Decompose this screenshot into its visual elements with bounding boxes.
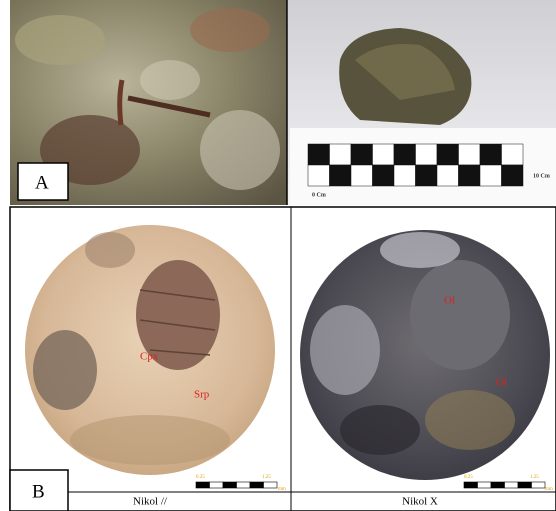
scale-bar-cell: [490, 481, 505, 489]
photo-outcrop-part: [200, 110, 280, 190]
scale-checker-cell: [479, 164, 502, 187]
scale-checker-cell: [458, 164, 481, 187]
scale-bar-cell: [531, 481, 546, 489]
mineral-label: Ol: [444, 295, 455, 307]
scale-label: 0.25: [464, 475, 473, 480]
scale-bar: [195, 481, 278, 489]
scale-checker-cell: [436, 164, 459, 187]
scale-checker-cell: [436, 143, 459, 166]
photo-outcrop-part: [15, 15, 105, 65]
scale-unit: mm: [545, 487, 553, 492]
scale-checker-cell: [307, 164, 330, 187]
mineral-label: Ol: [496, 377, 507, 389]
scale-checker-cell: [393, 143, 416, 166]
scale-bar: [463, 481, 546, 489]
mineral-label: Srp: [194, 389, 210, 401]
scale-checker-cell: [372, 143, 395, 166]
scale-checker-cell: [458, 143, 481, 166]
thin-section-ppl-part: [70, 415, 230, 465]
panel-label: B: [32, 481, 45, 502]
label-box: [17, 162, 69, 201]
scale-checker-cell: [479, 143, 502, 166]
thin-section-xpl-part: [425, 390, 515, 450]
scale-bar-cell: [263, 481, 278, 489]
caption: Nikol X: [402, 496, 438, 508]
photo-sample: 0 Cm 10 Cm: [288, 0, 556, 205]
photo-outcrop-part: [190, 8, 270, 52]
scale-checker-cell: [501, 143, 524, 166]
scale-checker-cell: [415, 164, 438, 187]
thin-section-xpl-part: [340, 405, 420, 455]
scale-end: 10 Cm: [533, 173, 550, 179]
scale-checker-cell: [415, 143, 438, 166]
scale-label: 1.25: [530, 475, 539, 480]
panel-label: A: [35, 172, 49, 193]
scale-bar-cell: [195, 481, 210, 489]
scale-bar-cell: [517, 481, 532, 489]
mineral-label: Cpx: [140, 351, 159, 363]
scale-checker-cell: [307, 143, 330, 166]
thin-section-ppl-part: [85, 232, 135, 268]
scale-checker-cell: [350, 143, 373, 166]
thin-section-ppl-part: [136, 260, 220, 370]
scale-bar-cell: [504, 481, 519, 489]
scale-checker-cell: [393, 164, 416, 187]
scale-checker-cell: [350, 164, 373, 187]
scale-bar-cell: [222, 481, 237, 489]
scale-bar-cell: [477, 481, 492, 489]
thin-section-xpl-part: [380, 232, 460, 268]
thin-section-xpl-part: [310, 305, 380, 395]
scale-checker-cell: [501, 164, 524, 187]
scale-checker-cell: [329, 143, 352, 166]
caption: Nikol //: [133, 496, 168, 508]
thin-section-ppl-part: [139, 289, 216, 356]
scale-bar-cell: [209, 481, 224, 489]
scale-start: 0 Cm: [312, 192, 326, 198]
photo-outcrop-part: [127, 95, 211, 118]
scale-bar-cell: [236, 481, 251, 489]
scale-bar-cell: [249, 481, 264, 489]
photo-outcrop-part: [140, 60, 200, 100]
thin-section-ppl-part: [33, 330, 97, 410]
scale-checker-cell: [372, 164, 395, 187]
scale-unit: mm: [278, 487, 286, 492]
photo-sample-part: [355, 44, 455, 100]
scale-label: 1.25: [262, 475, 271, 480]
thin-section-xpl-part: [410, 260, 510, 370]
scale-label: 0.25: [196, 475, 205, 480]
thin-section-ppl: [25, 225, 275, 475]
thin-section-xpl: [300, 230, 550, 480]
scale-checker: [307, 143, 524, 187]
photo-outcrop-part: [117, 79, 125, 126]
scale-bar-cell: [463, 481, 478, 489]
label-box: [9, 469, 69, 511]
scale-checker-cell: [329, 164, 352, 187]
